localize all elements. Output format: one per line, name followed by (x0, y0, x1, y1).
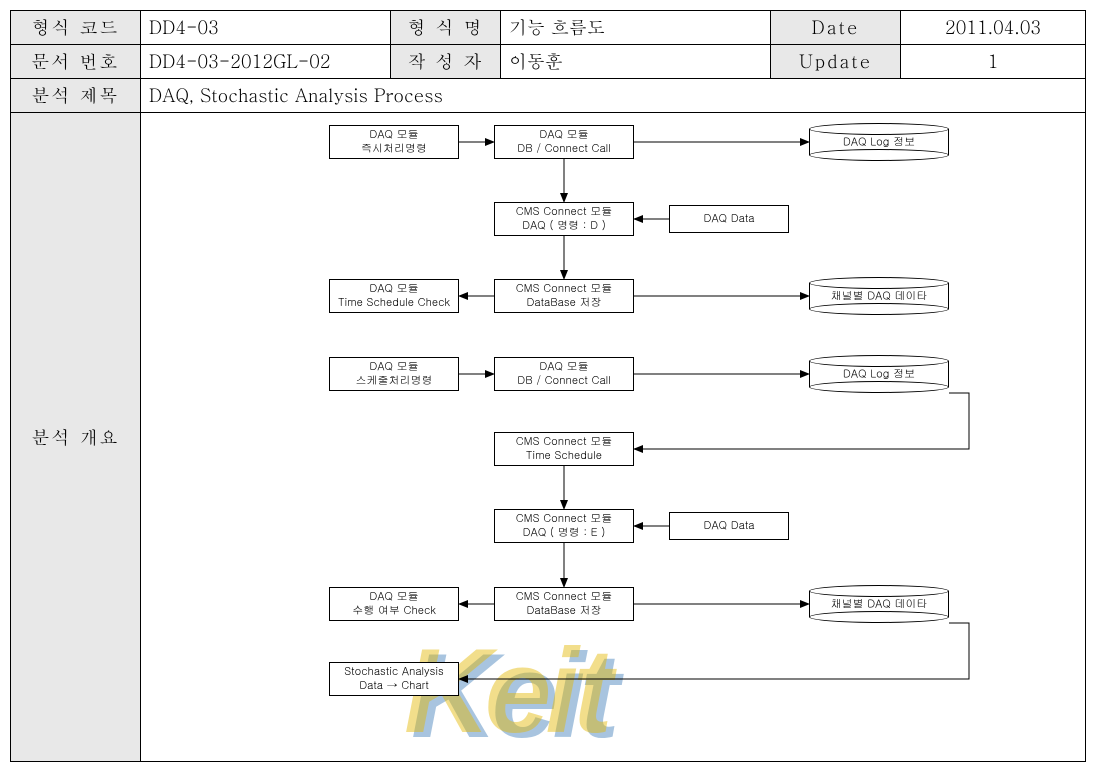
flow-process: DAQ 모듈 DB / Connect Call (494, 357, 634, 391)
flow-process: CMS Connect 모듈 DataBase 저장 (494, 587, 634, 621)
flow-datastore: DAQ Log 정보 (809, 355, 949, 393)
form-name-label: 형 식 명 (391, 11, 501, 45)
flow-process: Stochastic Analysis Data → Chart (329, 662, 459, 696)
flow-datastore-label: DAQ Log 정보 (809, 135, 949, 150)
doc-no-label: 문서 번호 (11, 45, 141, 79)
flowchart-cell: Keit Keit DAQ 모듈 즉시처리명령DAQ 모듈 DB / Conne… (141, 113, 1086, 762)
doc-no-value: DD4-03-2012GL-02 (141, 45, 391, 79)
form-code-value: DD4-03 (141, 11, 391, 45)
date-value: 2011.04.03 (901, 11, 1086, 45)
flow-datastore: 채널별 DAQ 데이타 (809, 277, 949, 315)
flow-process: DAQ Data (669, 205, 789, 233)
analysis-title-value: DAQ, Stochastic Analysis Process (141, 79, 1086, 113)
flow-datastore-label: 채널별 DAQ 데이타 (809, 289, 949, 304)
flow-process: DAQ 모듈 스케줄처리명령 (329, 357, 459, 391)
update-label: Update (771, 45, 901, 79)
flowchart-canvas: Keit Keit DAQ 모듈 즉시처리명령DAQ 모듈 DB / Conne… (149, 117, 1077, 757)
update-value: 1 (901, 45, 1086, 79)
document-header-table: 형식 코드 DD4-03 형 식 명 기능 흐름도 Date 2011.04.0… (10, 10, 1086, 762)
flow-datastore-label: DAQ Log 정보 (809, 367, 949, 382)
flow-datastore-label: 채널별 DAQ 데이타 (809, 597, 949, 612)
flow-process: CMS Connect 모듈 DataBase 저장 (494, 279, 634, 313)
analysis-overview-label: 분석 개요 (11, 113, 141, 762)
date-label: Date (771, 11, 901, 45)
form-code-label: 형식 코드 (11, 11, 141, 45)
flow-process: DAQ 모듈 DB / Connect Call (494, 125, 634, 159)
flow-datastore: 채널별 DAQ 데이타 (809, 585, 949, 623)
flow-edge (634, 393, 969, 449)
author-label: 작 성 자 (391, 45, 501, 79)
author-value: 이동훈 (501, 45, 771, 79)
flow-process: CMS Connect 모듈 DAQ ( 명령 : E ) (494, 509, 634, 543)
flow-process: DAQ 모듈 수행 여부 Check (329, 587, 459, 621)
flow-process: DAQ Data (669, 512, 789, 540)
flow-process: CMS Connect 모듈 DAQ ( 명령 : D ) (494, 202, 634, 236)
flow-process: DAQ 모듈 Time Schedule Check (329, 279, 459, 313)
flow-process: CMS Connect 모듈 Time Schedule (494, 432, 634, 466)
flow-datastore: DAQ Log 정보 (809, 123, 949, 161)
analysis-title-label: 분석 제목 (11, 79, 141, 113)
flow-process: DAQ 모듈 즉시처리명령 (329, 125, 459, 159)
form-name-value: 기능 흐름도 (501, 11, 771, 45)
